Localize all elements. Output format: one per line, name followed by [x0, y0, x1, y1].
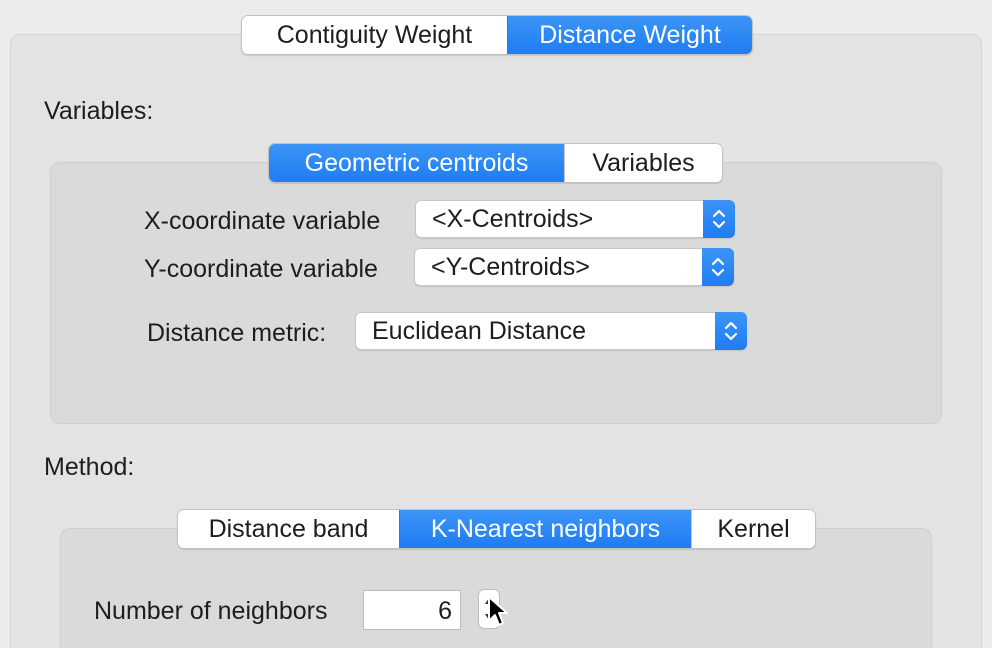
x-coordinate-select[interactable]: <X-Centroids>: [415, 200, 735, 238]
tab-variables[interactable]: Variables: [564, 144, 722, 182]
variables-source-tabs: Geometric centroids Variables: [268, 143, 723, 183]
neighbors-input[interactable]: 6: [363, 590, 461, 630]
up-down-chevron-icon: [715, 312, 747, 350]
tab-kernel[interactable]: Kernel: [691, 510, 815, 548]
method-tabs: Distance band K-Nearest neighbors Kernel: [177, 509, 816, 549]
y-coordinate-value: <Y-Centroids>: [431, 253, 590, 281]
distance-metric-label: Distance metric:: [147, 319, 327, 347]
tab-distance-weight[interactable]: Distance Weight: [507, 16, 752, 54]
mouse-pointer-icon: [488, 596, 508, 626]
variables-heading: Variables:: [44, 97, 154, 125]
neighbors-label: Number of neighbors: [94, 597, 328, 625]
neighbors-value: 6: [438, 597, 452, 625]
distance-metric-select[interactable]: Euclidean Distance: [355, 312, 747, 350]
up-down-chevron-icon: [703, 200, 735, 238]
x-coordinate-label: X-coordinate variable: [144, 207, 381, 235]
tab-k-nearest-neighbors[interactable]: K-Nearest neighbors: [399, 510, 691, 548]
tab-contiguity-weight[interactable]: Contiguity Weight: [242, 16, 507, 54]
weight-type-tabs: Contiguity Weight Distance Weight: [241, 15, 753, 55]
y-coordinate-label: Y-coordinate variable: [144, 255, 378, 283]
distance-metric-value: Euclidean Distance: [372, 317, 587, 345]
y-coordinate-select[interactable]: <Y-Centroids>: [414, 248, 734, 286]
up-down-chevron-icon: [702, 248, 734, 286]
x-coordinate-value: <X-Centroids>: [432, 205, 594, 233]
tab-geometric-centroids[interactable]: Geometric centroids: [269, 144, 564, 182]
method-heading: Method:: [44, 453, 135, 481]
tab-distance-band[interactable]: Distance band: [178, 510, 399, 548]
